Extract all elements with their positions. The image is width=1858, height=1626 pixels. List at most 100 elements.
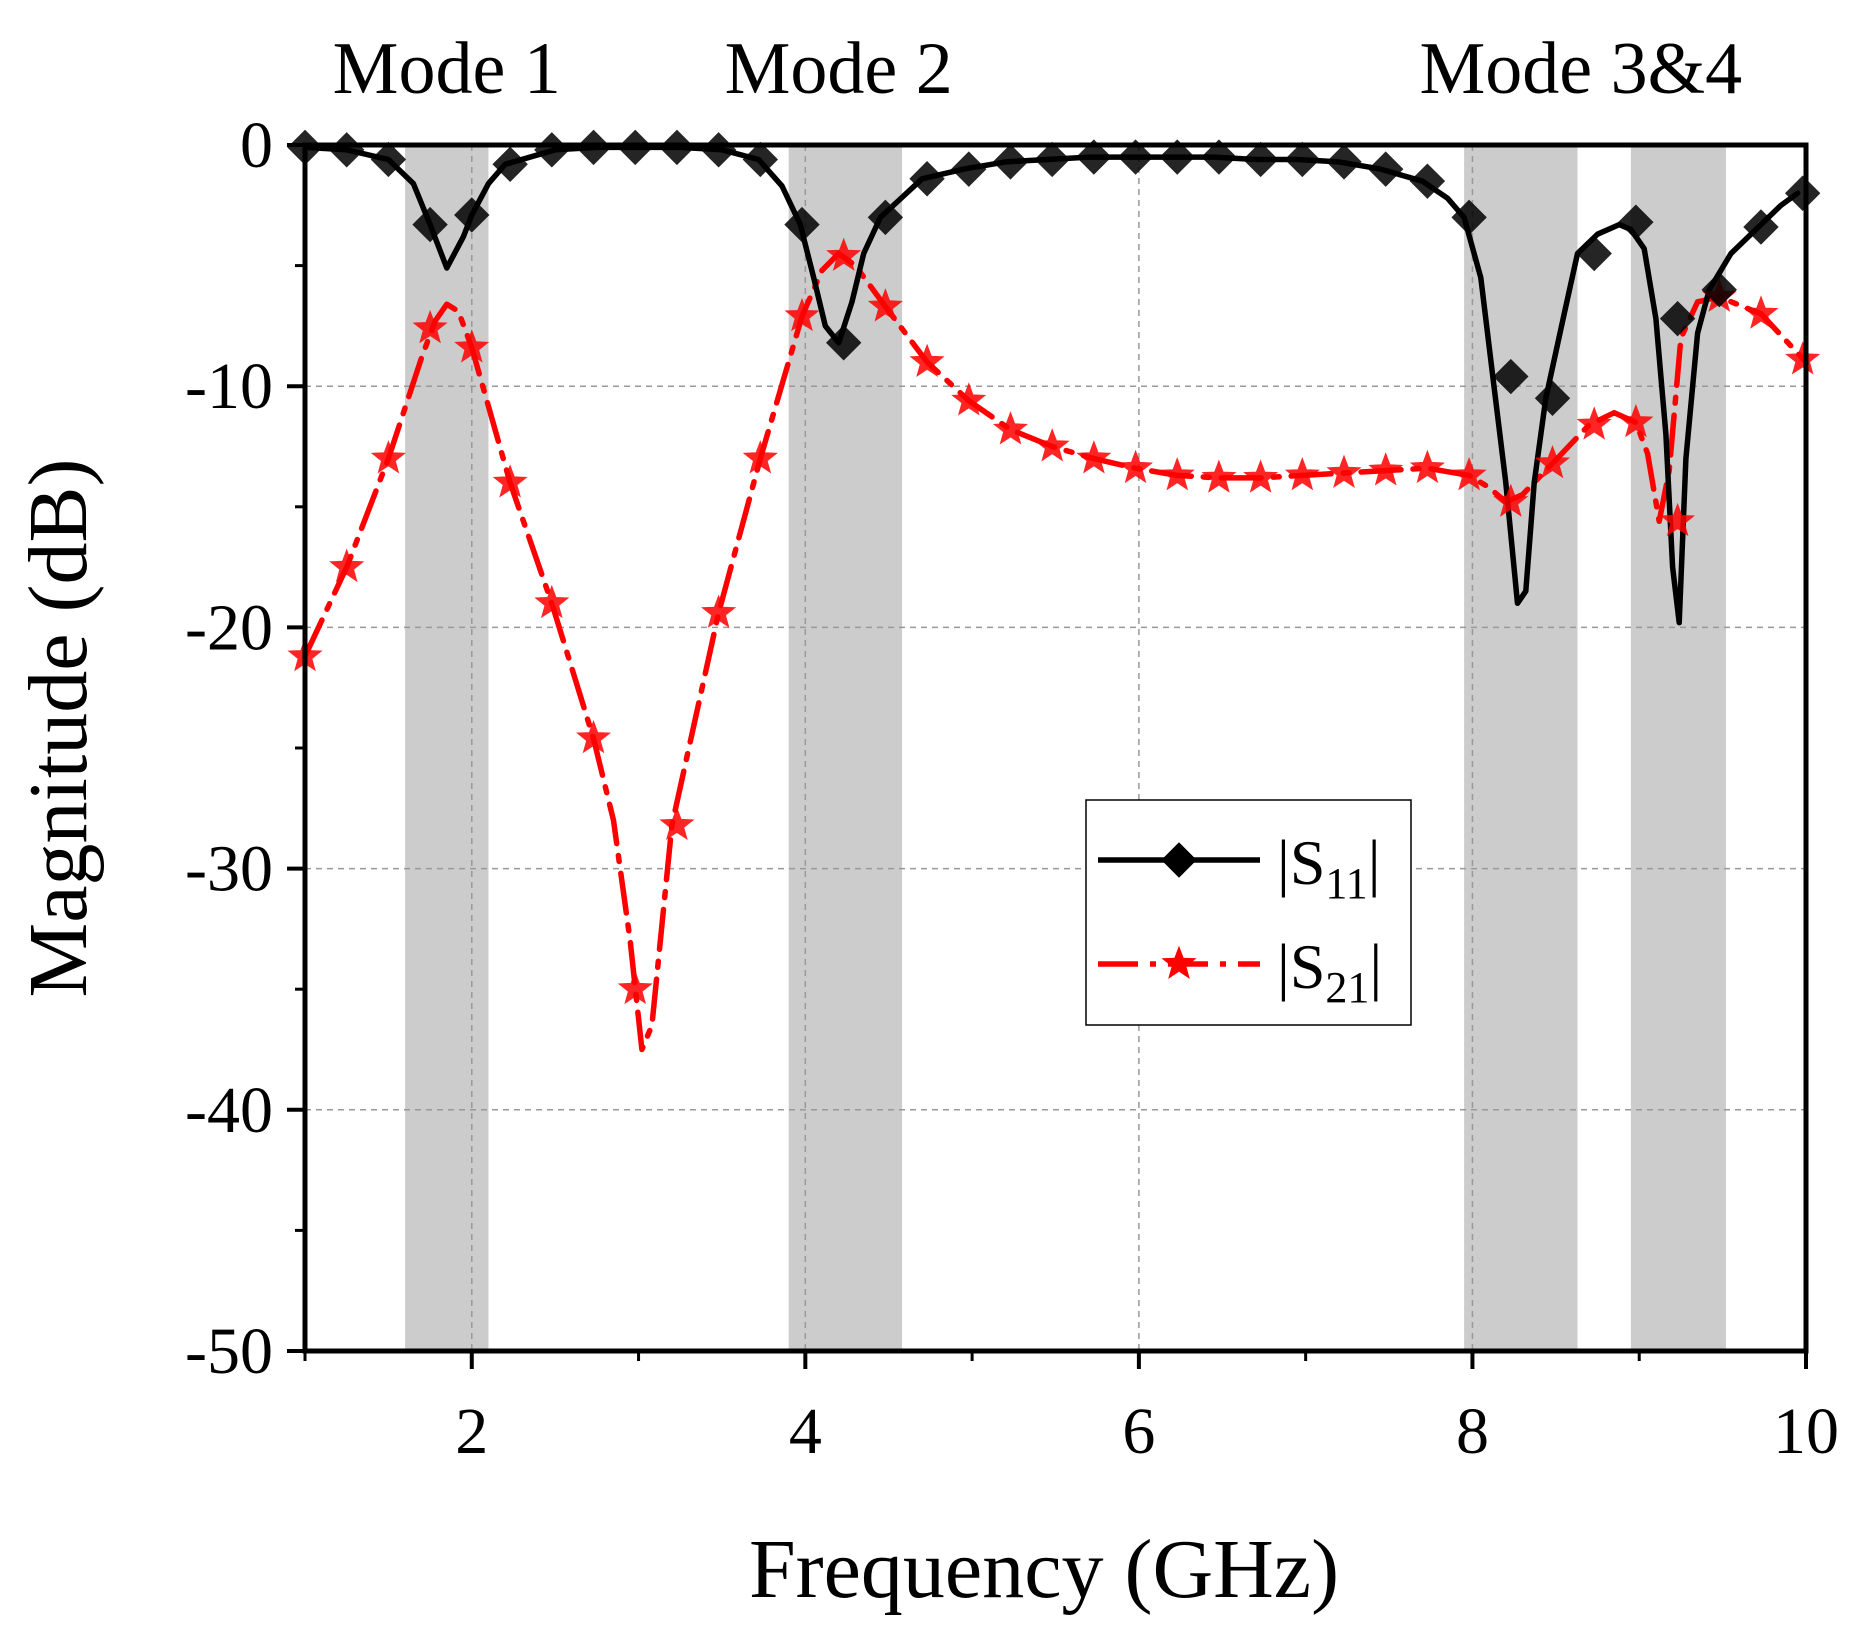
- marker-s21: [826, 237, 862, 271]
- axis-ticks: [287, 143, 1808, 1369]
- marker-s21: [412, 309, 448, 344]
- marker-s11: [1701, 272, 1737, 308]
- legend-box: [1085, 799, 1412, 1026]
- marker-s21: [1451, 456, 1487, 491]
- mode-label-2: Mode 2: [725, 28, 953, 110]
- marker-s21: [1785, 341, 1821, 375]
- legend-label-s11: |S11|: [1277, 827, 1381, 908]
- marker-s21: [1326, 454, 1362, 488]
- axis-tick-labels: 2 4 6 8 10 0 -10 -20 -30 -40 -50: [185, 109, 1839, 1468]
- marker-s21: [454, 329, 490, 363]
- marker-s21: [1201, 459, 1237, 493]
- marker-s11: [1034, 141, 1070, 178]
- marker-s21: [992, 411, 1028, 445]
- x-axis-title: Frequency (GHz): [749, 1523, 1339, 1616]
- marker-s21: [329, 548, 365, 583]
- mode-labels: Mode 1 Mode 2 Mode 3&4: [333, 28, 1743, 110]
- marker-s11: [1534, 380, 1571, 416]
- marker-s11: [700, 132, 737, 168]
- marker-s11: [454, 197, 490, 233]
- marker-s11: [1284, 141, 1321, 178]
- marker-s11: [492, 146, 528, 183]
- y-tick-label: -50: [185, 1315, 273, 1388]
- marker-s11: [1201, 139, 1237, 175]
- marker-s11: [1076, 139, 1112, 175]
- y-tick-label: -30: [185, 833, 273, 906]
- marker-s21: [1118, 449, 1154, 484]
- marker-s11: [1326, 144, 1362, 180]
- legend: |S11| |S21|: [1085, 799, 1412, 1026]
- y-axis-title: Magnitude (dB): [12, 459, 105, 998]
- marker-s21: [1534, 444, 1571, 479]
- marker-s21: [1284, 456, 1320, 491]
- marker-s11: [1242, 141, 1279, 178]
- marker-s11: [1493, 358, 1529, 395]
- x-tick-label: 8: [1456, 1395, 1489, 1468]
- grid-lines: [305, 145, 1806, 1351]
- x-tick-label: 10: [1773, 1395, 1839, 1468]
- marker-s21: [1409, 449, 1445, 484]
- marker-s11: [1159, 139, 1195, 175]
- marker-s11: [742, 141, 779, 178]
- marker-s11: [1743, 209, 1779, 245]
- marker-s11: [784, 206, 820, 243]
- marker-s11: [1784, 175, 1821, 211]
- mode-label-3: Mode 3&4: [1419, 28, 1742, 110]
- marker-s11: [328, 132, 365, 168]
- marker-s11: [951, 151, 987, 187]
- plot-frame: [302, 142, 1809, 1354]
- marker-s21: [534, 584, 570, 619]
- marker-s21: [1493, 483, 1529, 517]
- series-lines: [302, 144, 1809, 1053]
- marker-s21: [1576, 406, 1612, 440]
- marker-s11: [1117, 139, 1154, 175]
- marker-s21: [617, 970, 653, 1005]
- marker-s11: [867, 199, 904, 236]
- mode-shaded-bands: [405, 145, 1726, 1351]
- marker-s11: [909, 161, 945, 197]
- marker-s21: [867, 288, 903, 322]
- marker-s21: [701, 594, 737, 628]
- marker-s21: [1660, 502, 1696, 537]
- marker-s21: [1618, 403, 1654, 438]
- marker-s21: [1076, 440, 1112, 474]
- marker-s21: [370, 440, 406, 474]
- marker-s11: [370, 141, 407, 178]
- x-tick-label: 4: [789, 1395, 822, 1468]
- marker-s21: [784, 297, 820, 332]
- marker-s11: [1659, 300, 1696, 337]
- mode-label-1: Mode 1: [333, 28, 561, 110]
- x-tick-label: 2: [455, 1395, 488, 1468]
- marker-s11: [1451, 199, 1487, 236]
- marker-s11: [992, 144, 1029, 180]
- marker-s21: [492, 464, 528, 498]
- marker-s21: [659, 806, 695, 841]
- marker-s21: [1034, 428, 1070, 462]
- marker-s11: [412, 206, 448, 243]
- legend-marker-s11: [1161, 842, 1197, 878]
- marker-s21: [1743, 295, 1779, 329]
- y-tick-label: -10: [185, 350, 273, 423]
- marker-s21: [1368, 452, 1404, 486]
- y-tick-label: 0: [240, 109, 273, 182]
- series-line-s21: [302, 250, 1809, 1053]
- marker-s11: [1576, 235, 1612, 272]
- legend-marker-s21: [1161, 945, 1197, 979]
- y-tick-label: -40: [185, 1074, 273, 1147]
- marker-s11: [534, 132, 570, 168]
- marker-s11: [825, 325, 862, 361]
- y-tick-label: -20: [185, 591, 273, 664]
- marker-s21: [909, 343, 945, 377]
- marker-s21: [951, 382, 987, 416]
- marker-s11: [1409, 163, 1446, 199]
- marker-s21: [1243, 459, 1279, 493]
- marker-s21: [742, 440, 778, 474]
- marker-s21: [1159, 456, 1195, 491]
- x-tick-label: 6: [1122, 1395, 1155, 1468]
- marker-s11: [1368, 151, 1404, 187]
- legend-label-s21: |S21|: [1277, 931, 1382, 1012]
- marker-s11: [1618, 204, 1654, 240]
- series-markers: [287, 129, 1821, 1005]
- marker-s21: [576, 719, 612, 754]
